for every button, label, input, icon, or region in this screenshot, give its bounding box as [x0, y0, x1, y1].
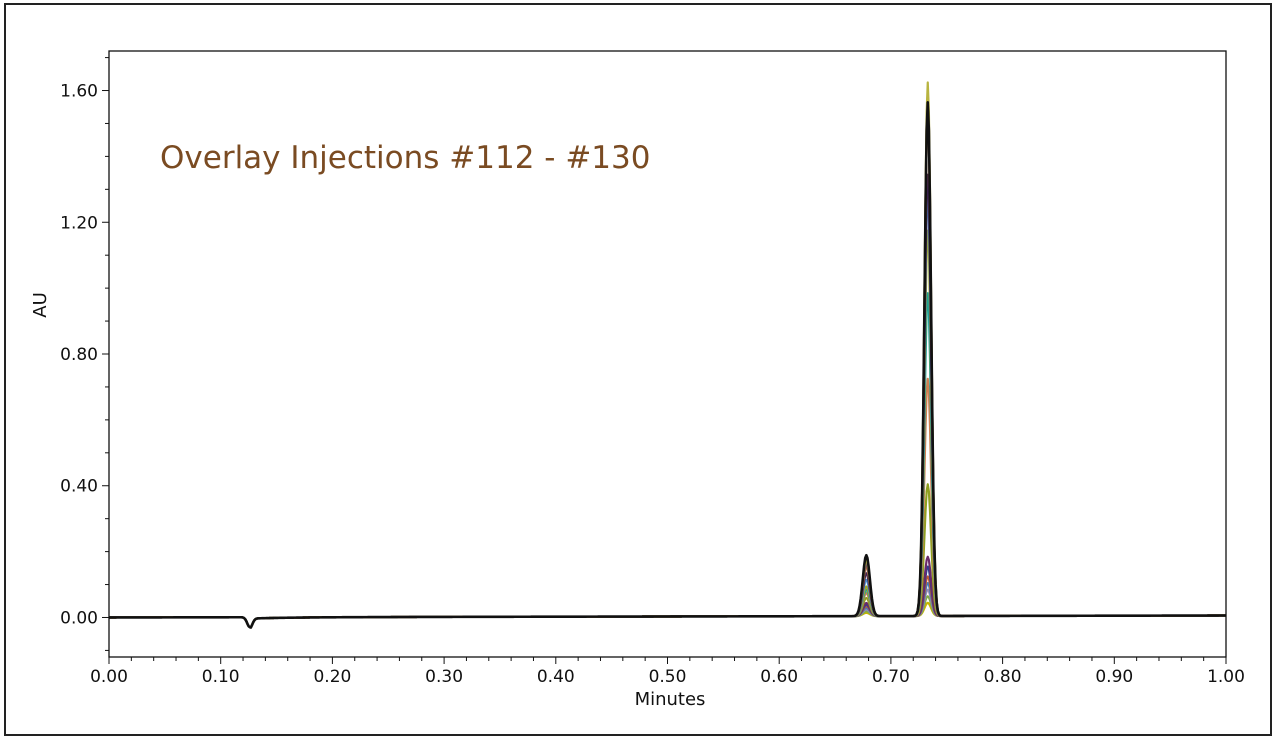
injection-trace-3 — [109, 588, 1226, 629]
injection-trace-10 — [109, 292, 1226, 629]
series-layer — [108, 81, 1227, 629]
x-axis: 0.00 0.10 0.20 0.30 0.40 0.50 0.60 0.70 0.80 0.90… — [90, 657, 1245, 687]
injection-trace-12 — [109, 193, 1226, 629]
injection-trace-5 — [109, 575, 1226, 629]
injection-trace-13 — [109, 173, 1226, 629]
x-tick-label: 1.00 — [1207, 667, 1245, 687]
y-tick-label: 1.20 — [60, 213, 98, 233]
injection-trace-8 — [109, 483, 1226, 629]
injection-trace-2 — [109, 595, 1226, 629]
x-tick-label: 0.10 — [202, 667, 240, 687]
x-tick-label: 0.30 — [425, 667, 463, 687]
x-tick-label: 0.80 — [984, 667, 1022, 687]
y-tick-label: 0.40 — [60, 477, 98, 497]
x-tick-label: 0.70 — [872, 667, 910, 687]
figure-frame — [4, 3, 1272, 736]
injection-trace-17 — [108, 100, 1227, 629]
injection-trace-9 — [109, 377, 1226, 629]
x-axis-title: Minutes — [635, 689, 706, 710]
y-tick-label: 0.80 — [60, 345, 98, 365]
x-tick-label: 0.60 — [760, 667, 798, 687]
injection-trace-4 — [109, 582, 1226, 629]
injection-trace-14 — [109, 114, 1226, 629]
y-tick-label: 1.60 — [60, 82, 98, 102]
x-tick-label: 0.40 — [537, 667, 575, 687]
y-axis: 0.00 0.40 0.80 1.20 1.60 — [60, 57, 109, 651]
x-tick-label: 0.50 — [649, 667, 687, 687]
y-tick-label: 0.00 — [60, 608, 98, 628]
y-axis-title: AU — [30, 292, 51, 318]
x-tick-label: 0.00 — [90, 667, 128, 687]
injection-trace-11 — [109, 229, 1226, 629]
x-tick-label: 0.90 — [1095, 667, 1133, 687]
chart-title: Overlay Injections #112 - #130 — [160, 140, 650, 176]
x-tick-label: 0.20 — [313, 667, 351, 687]
